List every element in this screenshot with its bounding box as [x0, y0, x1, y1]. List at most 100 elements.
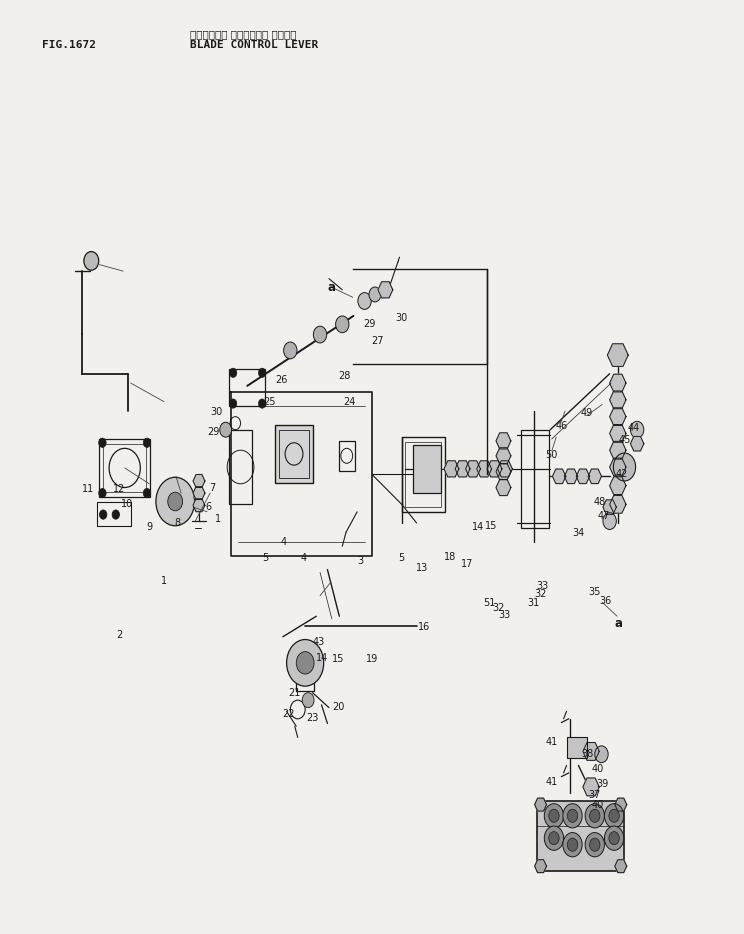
Text: 18: 18 — [444, 553, 456, 562]
Circle shape — [549, 809, 559, 822]
Text: 17: 17 — [461, 559, 473, 569]
Circle shape — [589, 838, 600, 851]
Text: ブ゚レート゚ コントロール レパー: ブ゚レート゚ コントロール レパー — [190, 29, 297, 38]
Circle shape — [156, 477, 194, 526]
Bar — [537, 800, 624, 870]
Bar — [100, 439, 150, 497]
Polygon shape — [378, 282, 393, 298]
Text: a: a — [328, 281, 336, 294]
Bar — [279, 430, 309, 478]
Text: 5: 5 — [399, 554, 405, 563]
Circle shape — [296, 652, 314, 674]
Bar — [521, 430, 549, 528]
Polygon shape — [603, 500, 616, 515]
Text: BLADE CONTROL LEVER: BLADE CONTROL LEVER — [190, 40, 318, 50]
Circle shape — [336, 316, 349, 333]
Text: 48: 48 — [593, 498, 606, 507]
Text: 2: 2 — [116, 630, 123, 640]
Circle shape — [99, 438, 106, 447]
Text: 38: 38 — [581, 749, 594, 759]
Text: 9: 9 — [146, 522, 153, 531]
Circle shape — [563, 832, 582, 856]
Text: 16: 16 — [418, 622, 430, 632]
Circle shape — [585, 803, 604, 828]
Polygon shape — [583, 743, 599, 760]
Text: 15: 15 — [333, 654, 344, 664]
Polygon shape — [553, 469, 566, 484]
Text: FIG.1672: FIG.1672 — [42, 40, 95, 50]
Polygon shape — [609, 495, 626, 513]
Polygon shape — [609, 375, 626, 392]
Bar — [103, 444, 147, 492]
Text: 27: 27 — [372, 336, 384, 347]
Polygon shape — [609, 442, 626, 460]
Circle shape — [568, 838, 577, 851]
Circle shape — [168, 492, 182, 511]
Circle shape — [258, 399, 266, 408]
Text: 34: 34 — [572, 529, 585, 538]
Text: 43: 43 — [312, 637, 324, 647]
Polygon shape — [609, 408, 626, 426]
Circle shape — [229, 368, 237, 377]
Text: a: a — [615, 617, 623, 630]
Text: 45: 45 — [619, 435, 632, 445]
Text: 46: 46 — [556, 421, 568, 431]
Text: 25: 25 — [263, 397, 276, 406]
Polygon shape — [630, 436, 644, 451]
Text: 3: 3 — [358, 556, 364, 566]
Text: 4: 4 — [280, 537, 286, 546]
Text: 20: 20 — [333, 701, 344, 712]
Text: 47: 47 — [597, 512, 610, 521]
Polygon shape — [193, 474, 205, 488]
Circle shape — [609, 831, 619, 844]
Polygon shape — [477, 460, 492, 477]
Polygon shape — [588, 469, 601, 484]
Polygon shape — [615, 799, 626, 811]
Text: 32: 32 — [534, 588, 547, 599]
Circle shape — [258, 368, 266, 377]
Polygon shape — [487, 460, 502, 477]
Circle shape — [144, 438, 151, 447]
Circle shape — [613, 453, 635, 481]
Text: 26: 26 — [275, 375, 288, 385]
Circle shape — [302, 693, 314, 708]
Text: 41: 41 — [545, 777, 558, 787]
Circle shape — [286, 640, 324, 686]
Circle shape — [144, 488, 151, 498]
Circle shape — [604, 826, 623, 850]
Polygon shape — [496, 447, 511, 464]
Text: 1: 1 — [161, 575, 167, 586]
Text: 42: 42 — [615, 470, 628, 479]
Bar — [339, 441, 355, 471]
Circle shape — [369, 287, 381, 302]
Circle shape — [100, 510, 107, 519]
Text: 22: 22 — [283, 709, 295, 719]
Polygon shape — [444, 460, 459, 477]
Bar — [229, 430, 251, 504]
Text: 33: 33 — [498, 610, 510, 620]
Text: 40: 40 — [591, 764, 604, 774]
Text: 12: 12 — [113, 485, 126, 494]
Polygon shape — [496, 479, 511, 496]
Polygon shape — [609, 458, 626, 476]
Polygon shape — [607, 344, 628, 366]
Circle shape — [313, 326, 327, 343]
Polygon shape — [455, 460, 470, 477]
Circle shape — [609, 809, 619, 822]
Circle shape — [112, 510, 120, 519]
Text: 28: 28 — [339, 371, 350, 380]
Polygon shape — [498, 460, 513, 477]
Text: 35: 35 — [589, 587, 601, 597]
Text: 14: 14 — [472, 522, 484, 531]
Circle shape — [219, 422, 231, 437]
Text: 30: 30 — [396, 313, 408, 323]
Polygon shape — [615, 859, 626, 872]
Text: 8: 8 — [174, 518, 181, 528]
Text: 29: 29 — [364, 319, 376, 330]
Polygon shape — [609, 476, 626, 494]
Circle shape — [594, 746, 608, 763]
Circle shape — [84, 251, 99, 270]
Circle shape — [630, 421, 644, 438]
Circle shape — [545, 826, 564, 850]
Polygon shape — [535, 859, 547, 872]
